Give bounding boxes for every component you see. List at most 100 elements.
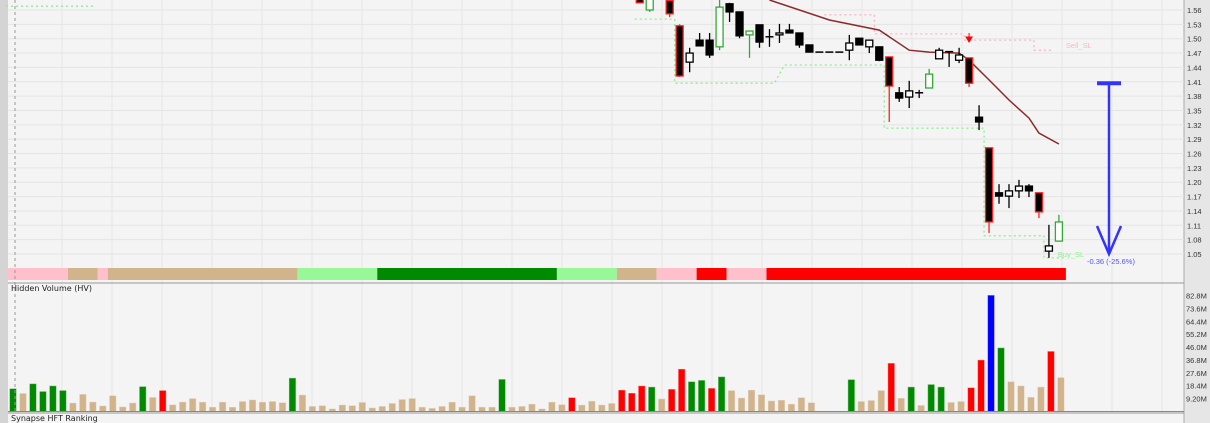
- candle[interactable]: [934, 47, 944, 60]
- volume-bar: [358, 402, 366, 412]
- candle[interactable]: [725, 2, 734, 22]
- volume-axis-ticks: 82.8M 73.6M 64.4M 55.2M 46.0M 36.8M 27.6M 18.4M…: [1186, 292, 1207, 404]
- candle[interactable]: [885, 56, 894, 122]
- candle-body: [755, 24, 764, 43]
- candle[interactable]: [1044, 224, 1054, 258]
- ranking-segment: [107, 268, 298, 280]
- stop-lines: Buy_SL Sell_SL: [6, 5, 1092, 259]
- candle[interactable]: [795, 32, 804, 48]
- candle[interactable]: [665, 0, 674, 18]
- buy-stop-line: [6, 5, 1064, 259]
- price-tick-label: 1.44: [1187, 63, 1202, 72]
- ranking-segment: [656, 268, 697, 280]
- candle[interactable]: [645, 0, 654, 12]
- candle[interactable]: [1024, 184, 1034, 198]
- candle[interactable]: [954, 47, 964, 64]
- volume-bar: [598, 404, 606, 412]
- volume-bar: [738, 397, 746, 412]
- candle[interactable]: [685, 47, 694, 73]
- volume-bar: [708, 388, 716, 412]
- volume-bar: [718, 376, 726, 412]
- candle-body: [1004, 190, 1014, 197]
- candle-body: [845, 42, 854, 51]
- volume-bar: [648, 386, 656, 412]
- volume-bar: [1017, 385, 1025, 412]
- candle-body: [875, 46, 884, 61]
- candle[interactable]: [775, 23, 784, 44]
- candle[interactable]: [925, 68, 934, 89]
- volume-bar: [298, 394, 306, 412]
- price-tick-label: 1.08: [1187, 236, 1202, 245]
- volume-bar: [1007, 381, 1015, 412]
- candle[interactable]: [845, 34, 854, 61]
- volume-bar: [877, 390, 885, 412]
- candle[interactable]: [915, 89, 924, 99]
- price-tick-label: 1.41: [1187, 78, 1202, 87]
- volume-bar: [777, 399, 785, 412]
- volume-tick-label: 46.0M: [1186, 343, 1207, 352]
- candle-body: [665, 0, 674, 15]
- price-tick-label: 1.23: [1187, 164, 1202, 173]
- candle[interactable]: [735, 11, 744, 39]
- volume-bar: [259, 401, 266, 412]
- left-border: [0, 0, 8, 423]
- volume-bar: [448, 401, 456, 412]
- volume-bar: [229, 406, 237, 412]
- volume-tick-label: 18.4M: [1186, 382, 1207, 391]
- candle[interactable]: [635, 0, 644, 4]
- price-tick-label: 1.20: [1187, 178, 1202, 187]
- volume-bar: [59, 390, 67, 412]
- candle[interactable]: [1004, 184, 1014, 209]
- candle[interactable]: [1014, 179, 1024, 199]
- candle-body: [954, 54, 964, 61]
- volume-bar: [338, 404, 346, 412]
- volume-bar: [758, 394, 765, 412]
- measure-arrow-head-icon: [1095, 225, 1123, 258]
- candle[interactable]: [875, 46, 884, 62]
- volume-bar: [748, 389, 756, 412]
- candle[interactable]: [865, 39, 874, 54]
- candle[interactable]: [715, 0, 724, 51]
- volume-bar: [678, 368, 686, 412]
- price-tick-label: 1.32: [1187, 121, 1202, 130]
- volume-bar: [917, 405, 925, 412]
- volume-bar: [957, 401, 965, 412]
- candle[interactable]: [895, 87, 904, 102]
- candle[interactable]: [745, 30, 754, 58]
- candle[interactable]: [974, 105, 984, 131]
- volume-bar: [458, 406, 466, 412]
- candle[interactable]: [755, 24, 764, 48]
- candles[interactable]: [635, 0, 1064, 258]
- volume-bar: [568, 397, 576, 412]
- volume-bar: [987, 295, 995, 412]
- candle-body: [1034, 192, 1044, 213]
- candle[interactable]: [805, 44, 814, 53]
- volume-tick-label: 36.8M: [1186, 356, 1207, 365]
- candle-body: [934, 49, 944, 60]
- candle[interactable]: [984, 147, 994, 233]
- candle[interactable]: [695, 32, 704, 47]
- candle-body: [925, 73, 934, 89]
- candle[interactable]: [785, 23, 794, 34]
- ranking-strip: [8, 268, 1066, 280]
- candle-body: [795, 32, 804, 46]
- candle[interactable]: [675, 24, 684, 77]
- volume-tick-label: 64.4M: [1186, 317, 1207, 326]
- price-tick-label: 1.38: [1187, 92, 1202, 101]
- candle[interactable]: [705, 32, 714, 58]
- volume-bar: [398, 399, 406, 412]
- volume-bar: [19, 393, 27, 412]
- candle[interactable]: [964, 57, 974, 88]
- candle[interactable]: [1054, 214, 1064, 242]
- candle[interactable]: [994, 184, 1004, 204]
- price-axis-ticks: 1.56 1.53 1.50 1.47 1.44 1.41 1.38 1.35 1.32 1.29…: [1187, 6, 1202, 259]
- volume-bar: [1037, 386, 1045, 412]
- candle[interactable]: [945, 50, 954, 67]
- candle[interactable]: [765, 29, 774, 47]
- candle-body: [855, 37, 864, 46]
- candle[interactable]: [855, 37, 864, 46]
- candle[interactable]: [905, 80, 914, 109]
- candle[interactable]: [1034, 192, 1044, 219]
- candle-body: [905, 90, 914, 98]
- volume-bar: [1027, 397, 1035, 412]
